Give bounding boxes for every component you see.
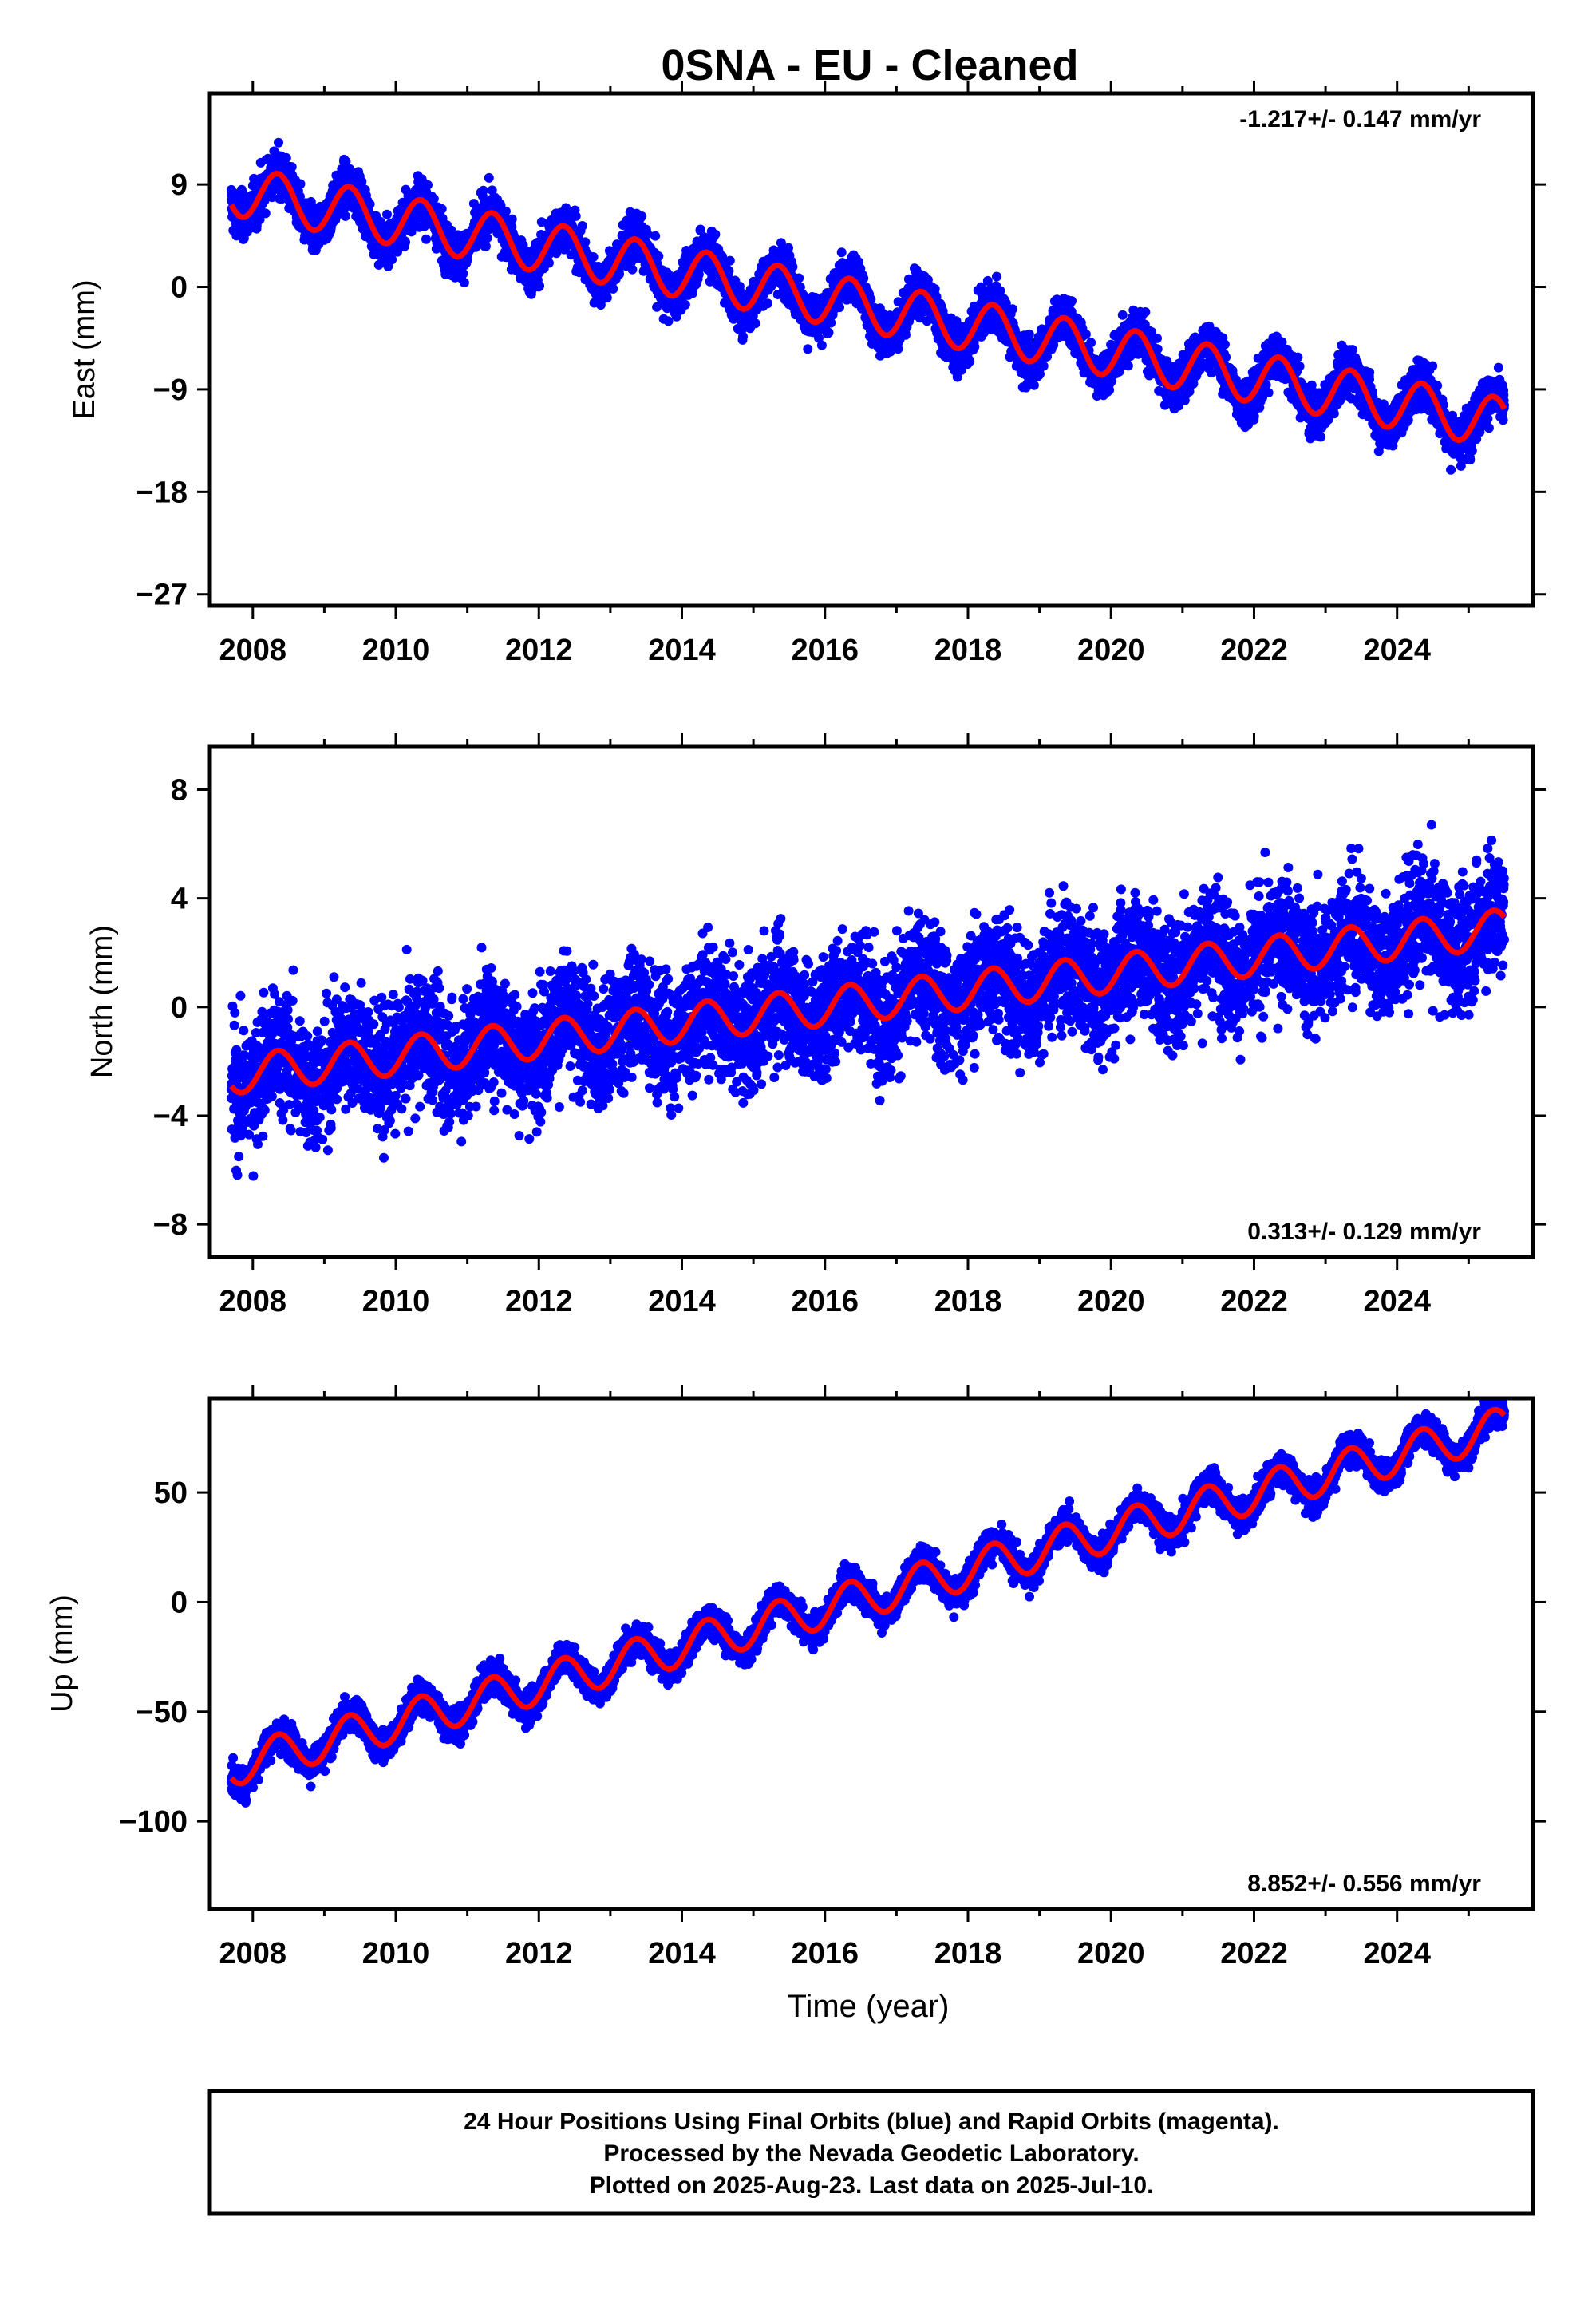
data-point — [1080, 329, 1091, 339]
figure-title: 0SNA - EU - Cleaned — [661, 41, 1078, 89]
data-point — [1038, 361, 1049, 371]
data-point — [429, 194, 439, 204]
data-point — [695, 224, 705, 235]
data-point — [1117, 310, 1128, 320]
data-point — [654, 251, 664, 261]
data-point — [614, 269, 624, 279]
data-point — [824, 327, 834, 338]
data-point — [970, 342, 980, 352]
data-point — [637, 211, 647, 221]
data-point — [484, 172, 494, 183]
data-point — [642, 229, 653, 239]
data-point — [1029, 380, 1039, 390]
data-point — [1152, 333, 1162, 343]
data-point — [365, 199, 375, 209]
data-point — [580, 237, 591, 247]
data-point — [710, 229, 721, 239]
data-point — [688, 288, 697, 298]
data-point — [803, 344, 813, 354]
data-point — [274, 137, 283, 148]
data-point — [500, 206, 511, 216]
data-point — [725, 255, 735, 266]
data-point — [393, 247, 402, 257]
data-point — [255, 215, 265, 225]
data-point — [421, 234, 431, 244]
data-point — [357, 176, 367, 187]
data-point — [788, 262, 798, 272]
data-point — [423, 180, 433, 190]
data-point — [459, 278, 469, 288]
data-point — [680, 299, 690, 310]
data-point — [480, 241, 491, 251]
data-point — [650, 231, 661, 241]
data-point — [859, 273, 869, 283]
data-point — [816, 340, 827, 350]
data-point — [835, 302, 844, 313]
data-point — [341, 156, 351, 167]
east-panel: 2008 2010 2012 2014 2016 2018 2020 2022 202490−9… — [68, 81, 1546, 667]
data-point — [286, 162, 297, 172]
data-point — [507, 214, 517, 224]
data-point — [295, 192, 305, 202]
data-point — [535, 281, 545, 291]
data-point — [1024, 329, 1034, 339]
data-point — [1140, 307, 1151, 317]
data-point — [717, 251, 727, 262]
data-point — [836, 247, 847, 258]
data-point — [588, 252, 598, 262]
data-point — [1007, 304, 1017, 314]
data-point — [437, 204, 447, 214]
data-point — [478, 185, 488, 196]
data-point — [663, 316, 674, 326]
data-point — [295, 179, 306, 189]
data-point — [1152, 344, 1163, 354]
data-point — [608, 283, 618, 294]
data-point — [281, 152, 291, 163]
data-point — [401, 237, 410, 247]
data-point — [387, 255, 397, 265]
data-point — [724, 266, 734, 276]
data-point — [1086, 338, 1096, 348]
data-point — [382, 209, 392, 219]
data-point — [340, 211, 350, 221]
data-point — [260, 208, 271, 219]
data-point — [738, 331, 748, 342]
plot-area — [226, 137, 1509, 475]
data-point — [627, 264, 638, 275]
data-point — [571, 211, 581, 221]
data-point — [458, 268, 468, 279]
data-point — [750, 318, 760, 329]
data-point — [1067, 296, 1077, 306]
data-point — [543, 258, 554, 268]
data-point — [992, 271, 1001, 282]
data-point — [763, 298, 772, 309]
data-point — [602, 293, 612, 303]
data-point — [1123, 361, 1133, 371]
data-point — [482, 233, 492, 243]
data-point — [965, 356, 975, 366]
data-point — [652, 302, 662, 312]
data-point — [794, 273, 804, 283]
data-point — [577, 221, 587, 231]
